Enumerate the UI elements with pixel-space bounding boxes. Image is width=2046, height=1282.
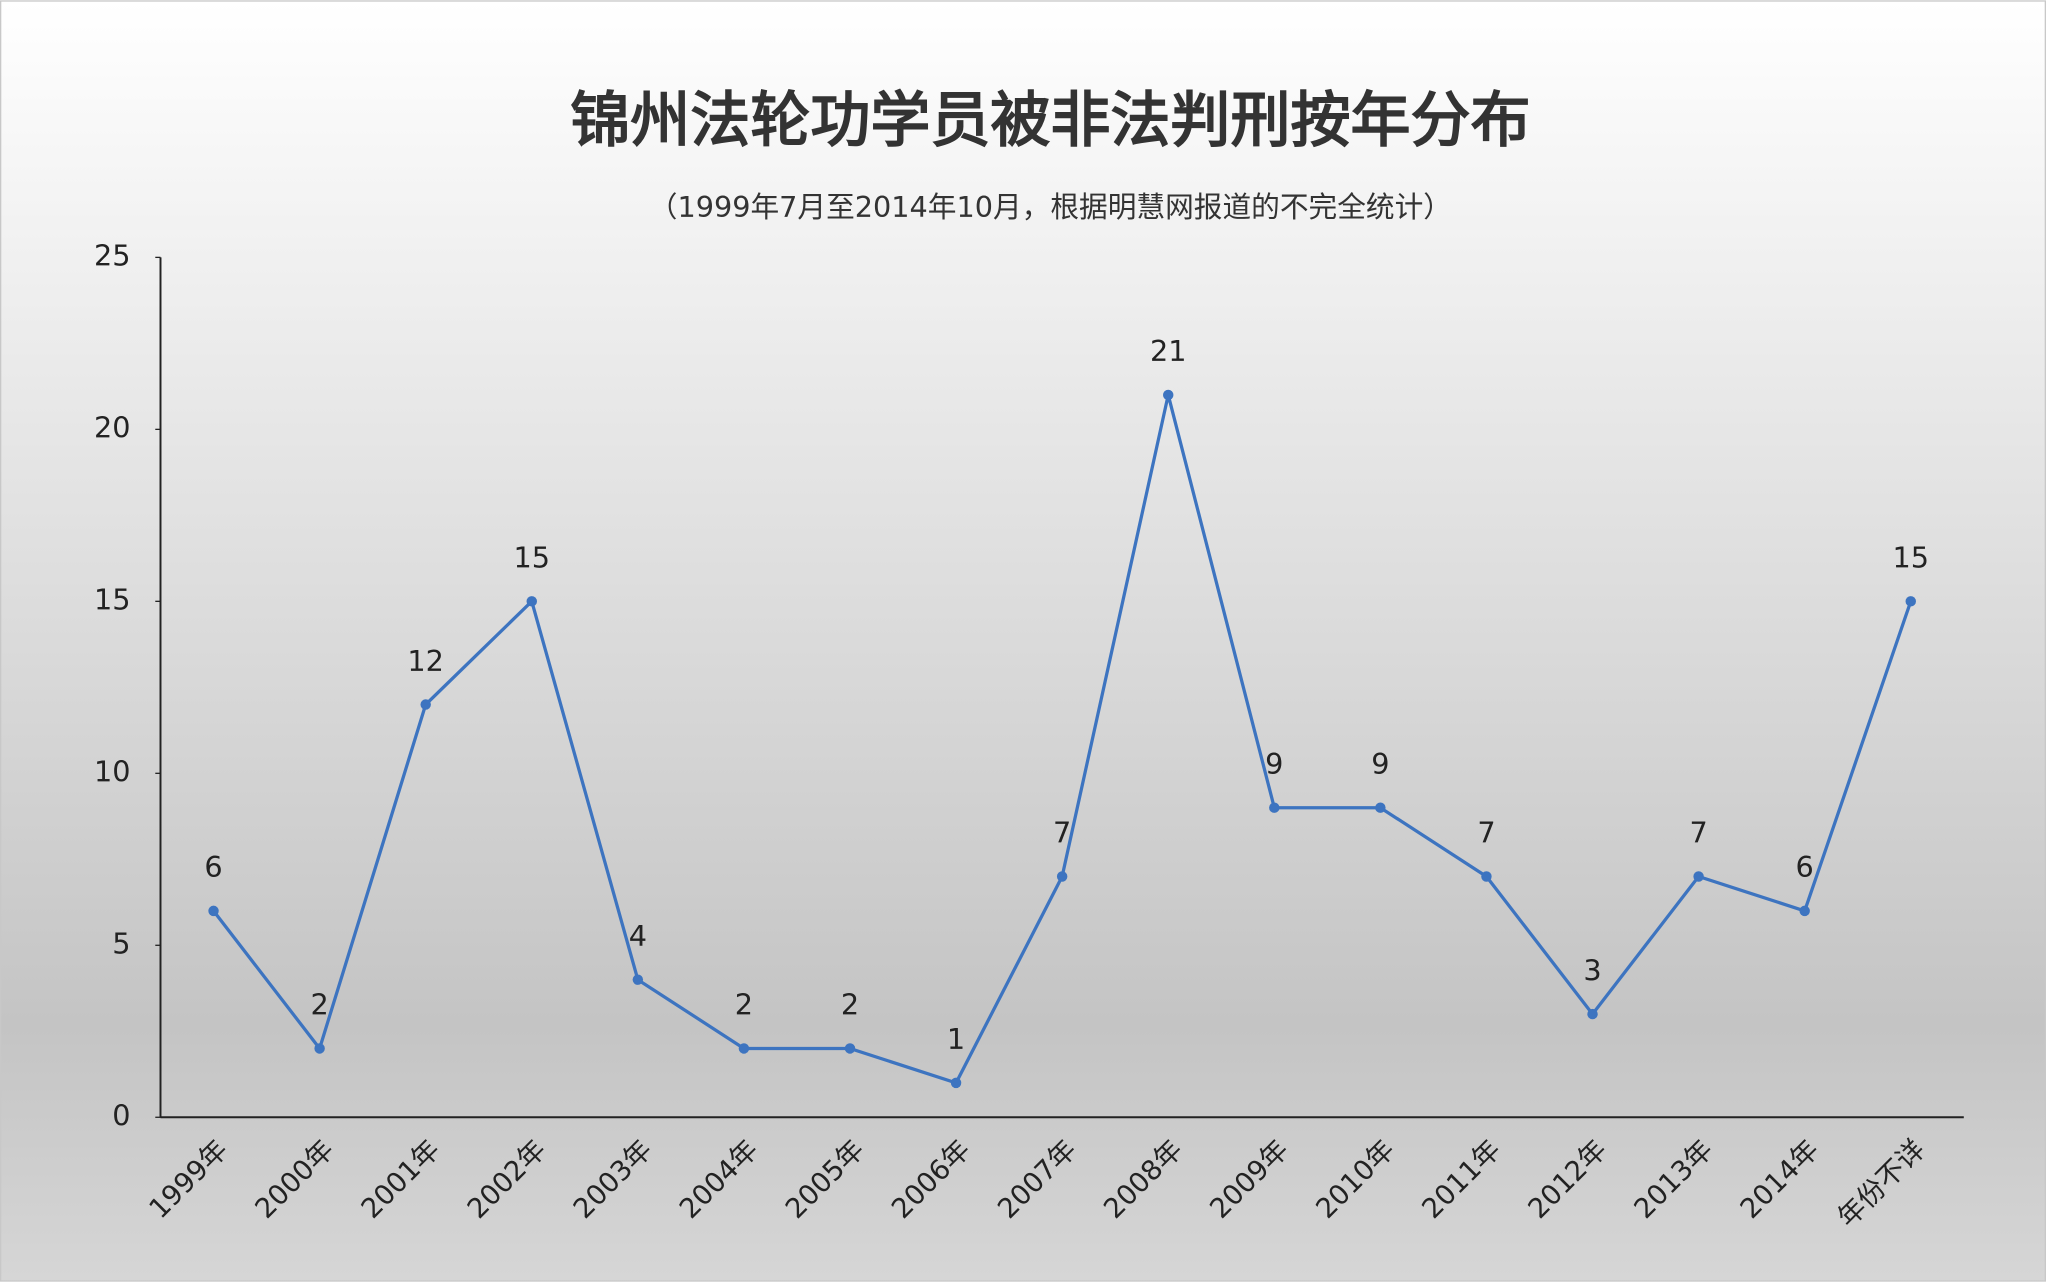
point: [314, 1043, 325, 1054]
data-label: 15: [1892, 541, 1929, 575]
point: [1481, 871, 1492, 882]
point: [1163, 389, 1174, 401]
y-tick-label: 15: [94, 582, 131, 616]
point: [632, 974, 644, 985]
data-label: 21: [1150, 334, 1187, 368]
point: [420, 699, 431, 710]
y-tick-label: 20: [94, 410, 131, 444]
data-label: 7: [1477, 816, 1495, 850]
data-label: 6: [204, 850, 222, 884]
point: [208, 905, 219, 917]
data-label: 9: [1265, 747, 1283, 781]
data-label: 6: [1796, 850, 1814, 884]
point: [1269, 802, 1280, 813]
data-label: 12: [407, 644, 444, 678]
point: [1693, 871, 1704, 882]
point: [1056, 871, 1068, 882]
point: [844, 1043, 856, 1054]
point: [1905, 596, 1916, 607]
y-tick-label: 10: [94, 754, 131, 788]
data-label: 7: [1053, 816, 1071, 850]
y-tick-label: 25: [94, 238, 131, 272]
data-label: 2: [841, 988, 859, 1022]
data-label: 7: [1689, 816, 1707, 850]
y-tick-label: 0: [112, 1098, 130, 1132]
data-label: 9: [1371, 747, 1389, 781]
data-label: 2: [310, 988, 328, 1022]
y-tick-label: 5: [112, 926, 130, 960]
point: [1375, 802, 1386, 813]
data-label: 2: [735, 988, 753, 1022]
data-label: 15: [514, 541, 551, 575]
data-label: 1: [947, 1022, 965, 1056]
point: [950, 1077, 962, 1089]
point: [526, 596, 537, 607]
point: [738, 1043, 750, 1054]
chart-title: 锦州法轮功学员被非法判刑按年分布: [570, 86, 1530, 156]
data-label: 4: [629, 919, 647, 953]
point: [1587, 1008, 1598, 1020]
chart-subtitle: （1999年7月至2014年10月，根据明慧网报道的不完全统计）: [649, 190, 1452, 224]
point: [1799, 905, 1810, 917]
data-label: 3: [1583, 953, 1601, 987]
